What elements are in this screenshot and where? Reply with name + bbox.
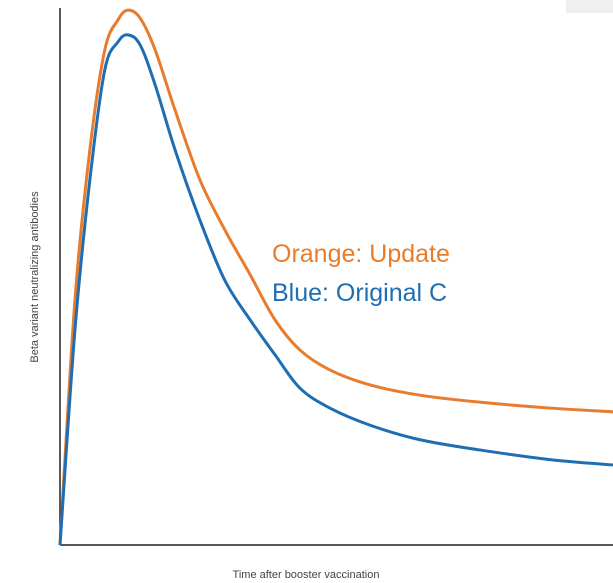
legend-label: Orange: Update (272, 240, 450, 268)
corner-box (566, 0, 613, 13)
line-series (58, 8, 613, 546)
y-axis-title: Beta variant neutralizing antibodies (29, 191, 41, 363)
x-axis-title: Time after booster vaccination (233, 569, 380, 581)
legend-label: Blue: Original C (272, 279, 447, 307)
line-series (58, 33, 613, 546)
